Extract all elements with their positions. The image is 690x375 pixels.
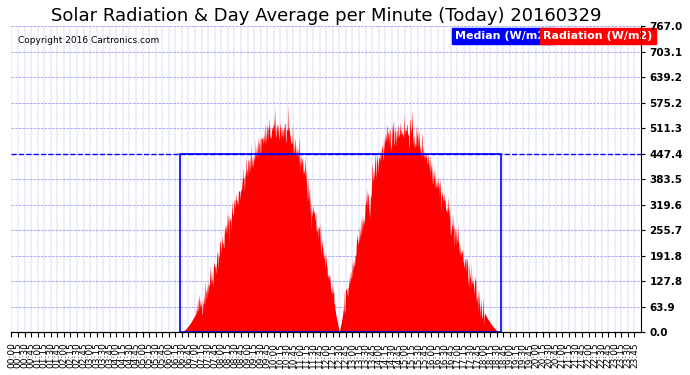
Text: Radiation (W/m2): Radiation (W/m2) xyxy=(543,31,652,41)
Title: Solar Radiation & Day Average per Minute (Today) 20160329: Solar Radiation & Day Average per Minute… xyxy=(51,7,601,25)
Bar xyxy=(180,154,501,333)
Text: Copyright 2016 Cartronics.com: Copyright 2016 Cartronics.com xyxy=(18,36,159,45)
Text: Median (W/m2): Median (W/m2) xyxy=(455,31,550,41)
